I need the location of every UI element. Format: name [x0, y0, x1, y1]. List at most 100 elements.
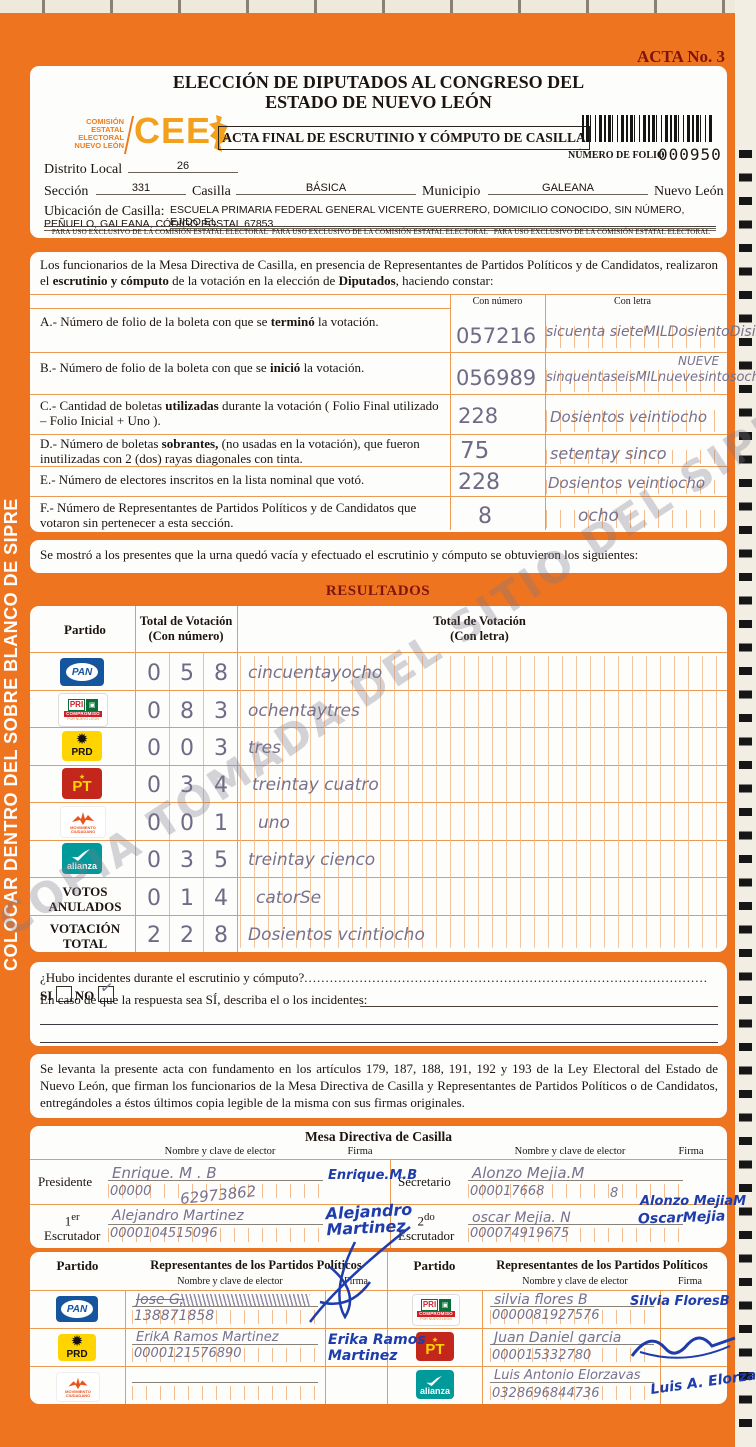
count-label-e: E.- Número de electores inscritos en la …: [40, 472, 365, 487]
top-edge-strip: [0, 0, 756, 13]
count-label-b: B.- Número de folio de la boleta con que…: [40, 360, 365, 375]
form-title-line1: ELECCIÓN DE DIPUTADOS AL CONGRESO DEL: [172, 72, 585, 92]
count-num-f: 8: [478, 504, 492, 529]
results-col-num: Total de Votación (Con número): [139, 614, 233, 643]
l3-line: [132, 1382, 318, 1383]
cee-org-line3: ELECTORAL: [78, 133, 124, 142]
r-comb: [240, 656, 722, 948]
res-letra-5: treintay cienco: [248, 850, 376, 870]
incidents-desc-underline: [360, 1006, 718, 1007]
reps-col-name-r: Nombre y clave de elector: [522, 1276, 628, 1287]
res-letra-7: Dosientos vcintiocho: [248, 925, 425, 945]
ubicacion-line2: PEÑUELO, GALEANA, CÓDIGO POSTAL 67853: [44, 218, 716, 231]
count-num-d: 75: [460, 438, 490, 464]
res-d-6-2: 4: [214, 886, 228, 911]
res-d-0-2: 8: [214, 661, 228, 686]
res-d-3-2: 4: [214, 773, 228, 798]
comb-d: [546, 450, 724, 464]
party-logo-pri-coalition: PRI ▣ COMPROMISO POR NUEVO LEÓN: [58, 693, 108, 727]
reps-col-party-r: Partido: [413, 1258, 456, 1273]
presidente-firma: Enrique.M.B: [328, 1168, 418, 1183]
casilla-label: Casilla: [192, 184, 231, 199]
esc1-label: 1er Escrutador: [44, 1211, 101, 1244]
mesa-col-firma-r: Firma: [678, 1146, 704, 1157]
res-d-5-1: 3: [180, 848, 194, 873]
results-v-num: [237, 606, 238, 952]
secretario-clave2: 8: [610, 1186, 619, 1201]
res-letra-1: ochentaytres: [248, 701, 360, 721]
p-clave-comb: [108, 1184, 323, 1198]
presidente-label: Presidente: [38, 1174, 93, 1189]
res-letra-6: catorSe: [256, 888, 322, 908]
reps-v-fr: [660, 1290, 661, 1404]
ubicacion-extra-rule: [44, 226, 716, 227]
header-box: ELECCIÓN DE DIPUTADOS AL CONGRESO DEL ES…: [30, 66, 727, 238]
ubicacion-label: Ubicación de Casilla:: [44, 204, 165, 219]
rep-logo-pri: PRI ▣ COMPROMISO POR NUEVO LEÓN: [412, 1294, 460, 1326]
votos-anulados-label: VOTOS ANULADOS: [48, 884, 122, 914]
reps-title-l: Representantes de los Partidos Políticos: [150, 1258, 362, 1272]
rep-logo-pan: PAN: [56, 1296, 98, 1322]
cee-org-line4: NUEVO LEÓN: [74, 141, 124, 150]
no-checkbox: ✓: [97, 979, 114, 1002]
r1-comb: [490, 1310, 654, 1324]
r-rule-0: [30, 652, 727, 653]
pt-star-icon: ★: [78, 773, 86, 781]
pvem-icon: ▣: [86, 698, 99, 711]
res-letra-3: treintay cuatro: [252, 775, 379, 795]
res-letra-2: tres: [248, 738, 281, 758]
form-title-line2: ESTADO DE NUEVO LEÓN: [265, 92, 492, 112]
res-d-1-2: 3: [214, 699, 228, 724]
comb-a: [546, 326, 724, 348]
res-d-1-0: 0: [147, 699, 161, 724]
counts-rule-f: [30, 496, 727, 497]
res-d-4-1: 0: [180, 811, 194, 836]
seccion-value: 331: [96, 182, 186, 195]
secretario-label: Secretario: [398, 1174, 451, 1189]
secretario-clave: 000017668: [470, 1184, 545, 1199]
intro-seg2: escrutinio y cómputo: [52, 273, 169, 288]
reps-col-name-l: Nombre y clave de elector: [177, 1276, 283, 1287]
results-v-party: [135, 606, 136, 952]
res-d-3-1: 3: [180, 773, 194, 798]
rep-pt-name: Juan Daniel garcia: [494, 1330, 622, 1346]
mesa-box: Mesa Directiva de Casilla Nombre y clave…: [30, 1126, 746, 1248]
res-d-0-0: 0: [147, 661, 161, 686]
si-checkbox: [55, 986, 72, 1002]
count-letra-e: Dosientos veintiocho: [548, 474, 706, 492]
party-logo-mc: MOVIMIENTO CIUDADANO: [60, 806, 106, 838]
count-num-e: 228: [458, 470, 500, 495]
party-logo-pt: ★ PT: [62, 768, 102, 799]
res-d-7-0: 2: [147, 923, 161, 948]
cee-logo: COMISIÓN ESTATAL ELECTORAL NUEVO LEÓN CE…: [46, 110, 230, 158]
intro-seg3: de la votación en la elección de: [168, 273, 339, 288]
res-d-4-0: 0: [147, 811, 161, 836]
exclusive-note-3: PARA USO EXCLUSIVO DE LA COMISIÓN ESTATA…: [493, 228, 711, 236]
nuevo-leon-shape-icon: [209, 115, 230, 152]
rep-pri-name: silvia flores B: [494, 1292, 588, 1308]
municipio-label: Municipio: [422, 184, 481, 199]
l1-comb: [132, 1310, 318, 1324]
count-letra-b2: NUEVE: [678, 354, 720, 368]
l2-comb: [132, 1348, 318, 1362]
comb-c: [546, 410, 724, 432]
l2-line: [132, 1344, 318, 1345]
comb-b: [546, 370, 724, 392]
res-d-7-1: 2: [180, 923, 194, 948]
reps-v-fl: [325, 1290, 326, 1404]
ubicacion-line1: ESCUELA PRIMARIA FEDERAL GENERAL VICENTE…: [170, 204, 716, 229]
rep-pri-firma: Silvia FloresB: [630, 1294, 730, 1309]
presidente-clave: 00000: [110, 1184, 152, 1199]
res-d-4-2: 1: [214, 811, 228, 836]
res-letra-0: cincuentayocho: [248, 663, 383, 683]
rep-pan-name-scribble: [180, 1294, 310, 1306]
res-d-3-0: 0: [147, 773, 161, 798]
esc2-firma: OscarMejia: [637, 1208, 726, 1228]
rep-pri-clave: 0000081927576: [492, 1308, 600, 1323]
rep-pan-firma-scribble: [309, 1226, 411, 1323]
binding-holes: [739, 150, 752, 1440]
reps-title-r: Representantes de los Partidos Políticos: [496, 1258, 708, 1272]
votacion-total-label: VOTACIÓN TOTAL: [49, 921, 121, 951]
mesa-rule-h: [30, 1159, 727, 1160]
reps-col-firma-r: Firma: [678, 1276, 702, 1287]
